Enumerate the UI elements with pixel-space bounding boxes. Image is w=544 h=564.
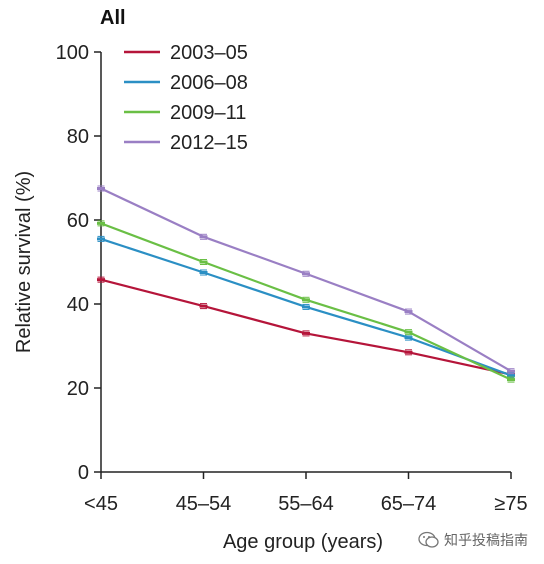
x-tick-label: 45–54: [176, 493, 232, 515]
data-point: [507, 368, 515, 375]
data-point: [404, 308, 413, 315]
y-tick-label: 0: [78, 462, 89, 484]
legend-label: 2006–08: [170, 72, 248, 94]
series-line: [100, 278, 512, 376]
series-4: [97, 185, 515, 375]
wechat-icon: [418, 531, 439, 548]
data-point: [302, 330, 310, 337]
legend-item: 2009–11: [124, 102, 246, 124]
data-point: [302, 270, 310, 277]
x-tick-label: 55–64: [278, 493, 334, 515]
legend-item: 2006–08: [124, 72, 248, 94]
legend: 2003–05 2006–08 2009–11 2012–15: [124, 42, 248, 154]
series-2: [97, 235, 515, 379]
data-point: [97, 235, 105, 242]
data-point: [507, 376, 515, 383]
chart-title: All: [100, 7, 126, 29]
legend-label: 2009–11: [170, 102, 246, 124]
series-3: [97, 220, 515, 383]
series-line: [100, 222, 512, 381]
y-tick-label: 100: [56, 42, 89, 64]
series-1: [97, 276, 515, 378]
series-line: [100, 187, 512, 373]
watermark: 知乎投稿指南: [418, 527, 528, 553]
y-tick-label: 80: [67, 126, 89, 148]
data-point: [404, 329, 413, 336]
x-tick-label: <45: [84, 493, 118, 515]
legend-label: 2012–15: [170, 132, 248, 154]
y-tick-label: 20: [67, 378, 89, 400]
data-point: [97, 276, 105, 283]
data-point: [199, 303, 208, 310]
legend-item: 2003–05: [124, 42, 248, 64]
data-point: [199, 233, 208, 240]
data-point: [302, 296, 310, 303]
x-axis-label: Age group (years): [223, 531, 383, 553]
x-tick-label: 65–74: [381, 493, 437, 515]
series-layer: [97, 185, 515, 383]
y-axis-label: Relative survival (%): [13, 171, 35, 353]
x-tick-label: ≥75: [494, 493, 527, 515]
watermark-text: 知乎投稿指南: [444, 533, 528, 549]
legend-label: 2003–05: [170, 42, 248, 64]
data-point: [404, 349, 413, 356]
legend-item: 2012–15: [124, 132, 248, 154]
y-tick-label: 40: [67, 294, 89, 316]
data-point: [199, 259, 208, 265]
data-point: [199, 269, 208, 276]
data-point: [302, 303, 310, 310]
axes: 0 20 40 60 80 100 <45 45–54 55–64 65–74 ≥75: [56, 42, 528, 515]
data-point: [97, 185, 105, 192]
y-tick-label: 60: [67, 210, 89, 232]
data-point: [97, 220, 105, 227]
